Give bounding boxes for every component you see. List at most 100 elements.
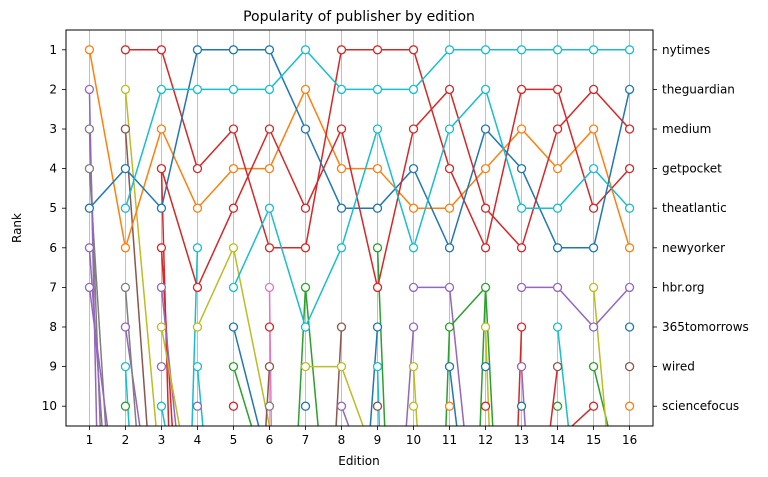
data-point	[624, 243, 635, 253]
data-point	[336, 243, 347, 253]
data-point	[480, 163, 491, 174]
series-exit-line	[88, 89, 98, 426]
data-point	[336, 124, 347, 134]
data-point	[84, 282, 95, 293]
data-point	[444, 124, 455, 134]
data-point	[624, 163, 635, 174]
data-point	[588, 84, 599, 95]
series-exit-line	[517, 326, 523, 426]
data-point	[156, 282, 167, 293]
series-line	[196, 247, 235, 328]
data-point	[408, 282, 419, 293]
x-tick-label: 6	[266, 433, 274, 447]
data-point	[372, 243, 383, 253]
data-point	[408, 84, 419, 95]
data-point	[408, 322, 419, 332]
y-tick-label: 8	[49, 320, 57, 334]
chart-title: Popularity of publisher by edition	[243, 9, 475, 25]
data-point	[552, 401, 563, 411]
series-line	[448, 286, 487, 328]
data-point	[480, 322, 491, 332]
data-point	[408, 243, 419, 253]
data-point	[516, 84, 527, 95]
data-point	[588, 401, 599, 411]
data-point	[264, 322, 275, 332]
series-exit-line	[232, 247, 271, 426]
data-point	[120, 401, 131, 411]
data-point	[552, 84, 563, 95]
series-line	[160, 87, 631, 290]
series-exit-line	[265, 366, 271, 426]
data-point	[192, 322, 203, 332]
data-point	[192, 203, 203, 213]
y-tick-label: 10	[42, 399, 57, 413]
data-point	[228, 401, 239, 411]
series-line	[232, 87, 631, 330]
data-point	[516, 45, 527, 55]
data-point	[624, 84, 635, 95]
data-point	[516, 124, 527, 134]
plot-area	[84, 45, 635, 426]
data-point	[84, 84, 95, 95]
series-exit-line	[571, 405, 595, 426]
x-tick-label: 9	[374, 433, 382, 447]
data-point	[444, 163, 455, 174]
x-tick-label: 8	[338, 433, 346, 447]
data-point	[264, 84, 275, 95]
x-tick-label: 1	[86, 433, 94, 447]
data-point	[84, 243, 95, 253]
data-point	[192, 401, 203, 411]
y-tick-label: 1	[49, 43, 57, 57]
data-point	[120, 84, 131, 95]
data-point	[516, 361, 527, 372]
series-line	[521, 286, 631, 329]
data-point	[228, 45, 239, 55]
data-point	[480, 361, 491, 372]
x-tick-label: 12	[478, 433, 493, 447]
data-point	[552, 282, 563, 293]
data-point	[264, 401, 275, 411]
data-point	[120, 322, 131, 332]
y-tick-label: 3	[49, 122, 57, 136]
data-point	[372, 361, 383, 372]
data-point	[336, 45, 347, 55]
data-point	[552, 45, 563, 55]
data-point	[120, 163, 131, 174]
series-exit-line	[88, 247, 103, 426]
data-point	[588, 282, 599, 293]
data-point	[480, 243, 491, 253]
data-point	[264, 45, 275, 55]
data-point	[120, 45, 131, 55]
data-point	[444, 45, 455, 55]
series-exit-line	[232, 326, 260, 426]
data-point	[228, 322, 239, 332]
data-point	[624, 203, 635, 213]
data-point	[336, 84, 347, 95]
series-exit-line	[479, 287, 487, 426]
data-point	[300, 361, 311, 372]
series-exit-line	[88, 287, 109, 426]
right-axis-label: theguardian	[662, 82, 735, 96]
data-point	[624, 124, 635, 134]
data-point	[300, 282, 311, 293]
data-point	[516, 163, 527, 174]
data-point	[300, 243, 311, 253]
data-point	[336, 163, 347, 174]
data-point	[588, 243, 599, 253]
data-point	[444, 243, 455, 253]
data-point	[228, 361, 239, 372]
series-exit-line	[448, 366, 458, 426]
series-exit-line	[160, 287, 177, 426]
series-exit-line	[520, 366, 526, 426]
data-point	[372, 203, 383, 213]
data-point	[336, 322, 347, 332]
data-point	[84, 124, 95, 134]
data-point	[408, 203, 419, 213]
data-point	[372, 124, 383, 134]
data-point	[156, 203, 167, 213]
data-point	[552, 243, 563, 253]
data-point	[372, 163, 383, 174]
series-exit-line	[124, 128, 148, 426]
data-point	[372, 282, 383, 293]
right-axis-label: sciencefocus	[662, 399, 739, 413]
